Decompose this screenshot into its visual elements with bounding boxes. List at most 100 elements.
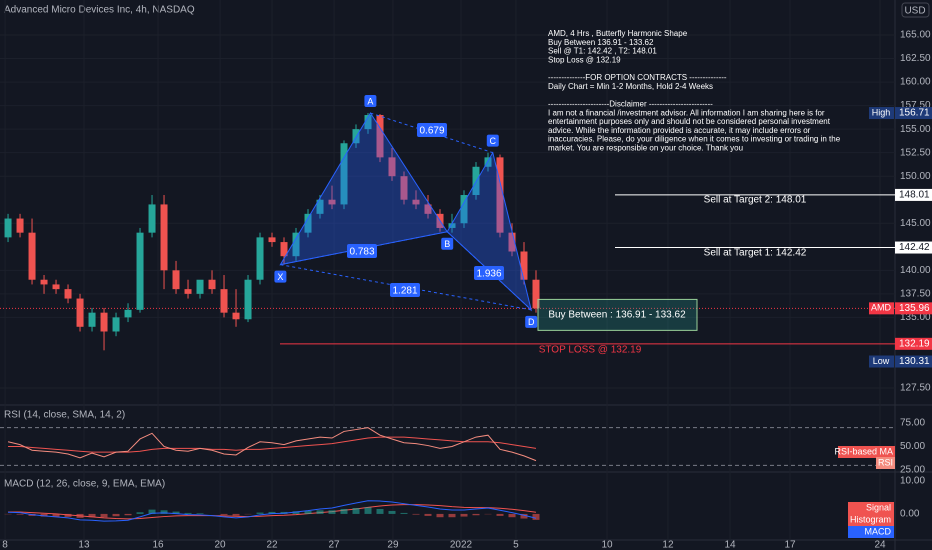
histogram-bar <box>400 512 408 514</box>
histogram-bar <box>448 513 456 518</box>
candle-body <box>232 312 240 320</box>
level-axis-box <box>895 337 932 350</box>
note-line: Sell @ T1: 142.42 , T2: 148.01 <box>548 47 657 56</box>
legend-label: MACD <box>865 526 892 536</box>
price-value: 156.71 <box>899 108 930 119</box>
note-line: -----------------------Disclaimer ------… <box>548 100 713 109</box>
candle-body <box>208 279 216 290</box>
histogram-bar <box>472 513 480 516</box>
x-tick-label: 29 <box>387 540 399 550</box>
buy-zone-label: Buy Between : 136.91 - 133.62 <box>548 310 686 321</box>
candle-body <box>28 232 36 280</box>
price-name-box <box>869 107 894 120</box>
x-tick-label: 12 <box>662 540 674 550</box>
y-tick-label: 152.50 <box>900 147 931 158</box>
x-tick-label: 14 <box>724 540 736 550</box>
ratio-label: 0.679 <box>419 126 444 137</box>
x-tick-label: 5 <box>513 540 519 550</box>
series-line <box>8 436 537 453</box>
histogram-bar <box>328 510 336 514</box>
y-tick-label: 150.00 <box>900 171 931 182</box>
x-tick-label: 16 <box>152 540 164 550</box>
histogram-bar <box>100 513 108 518</box>
candle-body <box>532 279 540 309</box>
candle-body <box>16 218 24 233</box>
note-line: entertainment purposes only and should n… <box>548 117 831 126</box>
price-name: AMD <box>871 303 892 313</box>
note-line: I am not a financial /investment advisor… <box>548 108 825 117</box>
series-line <box>7 427 537 462</box>
note-line: Daily Chart = Min 1-2 Months, Hold 2-4 W… <box>548 82 713 91</box>
y-tick-label: 157.50 <box>900 100 931 111</box>
y-tick-label: 127.50 <box>900 383 931 394</box>
histogram-bar <box>232 513 240 516</box>
histogram-bar <box>196 513 204 514</box>
y-tick-label: 165.00 <box>900 30 931 41</box>
pane-title: RSI (14, close, SMA, 14, 2) <box>4 410 125 421</box>
histogram-bar <box>184 512 192 514</box>
level-axis-label: 148.01 <box>899 190 930 201</box>
price-name-box <box>869 355 894 368</box>
pattern-ratio-line <box>446 231 532 311</box>
y-tick-label: 145.00 <box>900 218 931 229</box>
candle-body <box>460 195 468 224</box>
candle-body <box>352 129 360 144</box>
histogram-bar <box>424 513 432 516</box>
candle-body <box>256 237 264 280</box>
pattern-point-box <box>364 95 377 108</box>
ratio-box <box>390 283 420 297</box>
candle-body <box>304 213 312 233</box>
pattern-point-label: A <box>367 96 373 106</box>
candle-body <box>520 251 528 280</box>
x-tick-label: 20 <box>214 540 226 550</box>
level-axis-label: 132.19 <box>899 338 930 349</box>
pattern-point-label: X <box>277 272 283 282</box>
pattern-point-label: C <box>490 136 497 146</box>
candle-body <box>328 199 336 205</box>
level-axis-box <box>895 241 932 254</box>
histogram-bar <box>520 513 528 519</box>
legend-box <box>838 446 895 458</box>
ratio-box <box>417 123 447 137</box>
chart-title: Advanced Micro Devices Inc, 4h, NASDAQ <box>4 5 195 16</box>
x-tick-label: 13 <box>78 540 90 550</box>
candle-body <box>112 317 120 332</box>
candle-body <box>196 279 204 294</box>
level-axis-box <box>895 188 932 201</box>
pattern-point-box <box>525 315 538 328</box>
series-line <box>8 504 537 520</box>
note-line: --------------FOR OPTION CONTRACTS -----… <box>548 73 727 82</box>
candle-body <box>316 199 324 214</box>
histogram-bar <box>148 509 156 514</box>
y-tick-label: 160.00 <box>900 77 931 88</box>
legend-label: RSI <box>878 457 893 467</box>
legend-box <box>848 502 894 514</box>
y-tick-label: 50.00 <box>900 441 925 452</box>
histogram-bar <box>340 508 348 514</box>
histogram-bar <box>292 511 300 514</box>
candle-body <box>184 289 192 294</box>
x-tick-label: 22 <box>266 540 278 550</box>
x-tick-label: 10 <box>601 540 613 550</box>
candle-body <box>412 199 420 205</box>
histogram-bar <box>160 510 168 514</box>
level-axis-label: 142.42 <box>899 242 930 253</box>
histogram-bar <box>352 507 360 514</box>
y-tick-label: 162.50 <box>900 53 931 64</box>
buy-zone <box>537 298 698 331</box>
candle-body <box>124 309 132 318</box>
histogram-bar <box>112 513 120 517</box>
candle-body <box>76 298 84 327</box>
ratio-box <box>474 266 504 280</box>
histogram-bar <box>376 508 384 514</box>
legend-box <box>848 526 894 538</box>
y-tick-label: 155.00 <box>900 124 931 135</box>
currency: USD <box>904 6 925 17</box>
pane-title: MACD (12, 26, close, 9, EMA, EMA) <box>4 479 165 490</box>
note-line: market. You are responsible on your choi… <box>548 144 743 153</box>
histogram-bar <box>52 513 60 517</box>
x-tick-label: 17 <box>784 540 796 550</box>
legend-box <box>876 457 895 469</box>
legend-label: RSI-based MA <box>834 446 893 456</box>
histogram-bar <box>364 507 372 514</box>
